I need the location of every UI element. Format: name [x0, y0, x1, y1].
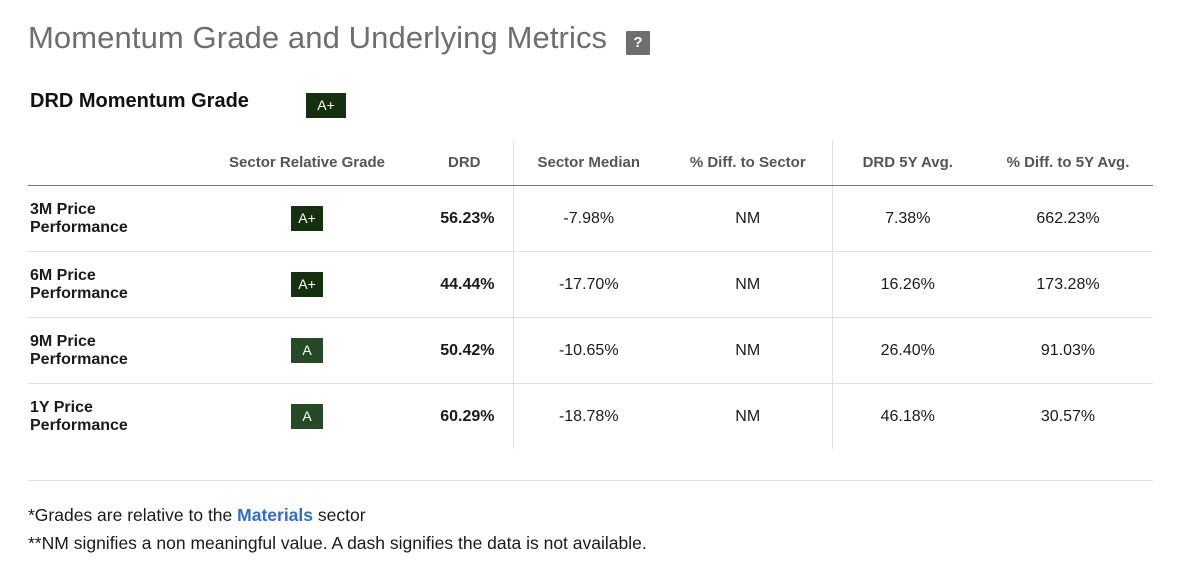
grade-badge: A+	[291, 206, 323, 231]
grade-badge: A	[291, 338, 323, 363]
diff-to-5y-avg-value: 662.23%	[983, 185, 1153, 252]
column-header-sector-median: Sector Median	[512, 140, 664, 186]
drd-5y-avg-value: 16.26%	[831, 251, 983, 318]
table-row: 6M Price Performance A+ 44.44% -17.70% N…	[28, 251, 1153, 318]
table-row: 3M Price Performance A+ 56.23% -7.98% NM…	[28, 185, 1153, 252]
diff-to-5y-avg-value: 173.28%	[983, 251, 1153, 318]
column-header-metric	[28, 140, 198, 186]
row-label-line2: Performance	[30, 416, 128, 434]
metrics-table: Sector Relative Grade DRD Sector Median …	[28, 140, 1153, 449]
diff-to-5y-avg-value: 91.03%	[983, 317, 1153, 384]
footnote-grades-suffix: sector	[313, 505, 366, 525]
materials-sector-link[interactable]: Materials	[237, 505, 314, 525]
row-label-line1: 9M Price	[30, 332, 96, 350]
footer-divider	[28, 480, 1153, 481]
drd-value: 44.44%	[416, 251, 513, 318]
sector-median-value: -7.98%	[512, 185, 664, 252]
sector-median-value: -17.70%	[512, 251, 664, 318]
grade-badge: A+	[291, 272, 323, 297]
drd-value: 56.23%	[416, 185, 513, 252]
diff-to-sector-value: NM	[664, 251, 832, 318]
column-header-drd: DRD	[416, 140, 513, 186]
row-label-line2: Performance	[30, 218, 128, 236]
grade-badge: A	[291, 404, 323, 429]
row-label-line1: 6M Price	[30, 266, 96, 284]
momentum-grade-badge: A+	[306, 93, 346, 118]
drd-5y-avg-value: 7.38%	[831, 185, 983, 252]
sector-relative-grade-cell: A	[198, 317, 416, 384]
row-label: 6M Price Performance	[28, 251, 198, 318]
table-row: 1Y Price Performance A 60.29% -18.78% NM…	[28, 383, 1153, 450]
column-header-diff-to-sector: % Diff. to Sector	[664, 140, 832, 186]
drd-value: 50.42%	[416, 317, 513, 384]
sector-relative-grade-cell: A+	[198, 251, 416, 318]
sector-relative-grade-cell: A+	[198, 185, 416, 252]
column-header-sector-relative-grade: Sector Relative Grade	[198, 140, 416, 186]
sector-relative-grade-cell: A	[198, 384, 416, 450]
diff-to-sector-value: NM	[664, 185, 832, 252]
row-label: 3M Price Performance	[28, 185, 198, 252]
drd-5y-avg-value: 46.18%	[831, 383, 983, 449]
footnote-nm: **NM signifies a non meaningful value. A…	[28, 533, 647, 553]
page-title: Momentum Grade and Underlying Metrics	[28, 20, 608, 55]
diff-to-sector-value: NM	[735, 407, 761, 425]
row-label-line1: 1Y Price	[30, 398, 93, 416]
table-header-row: Sector Relative Grade DRD Sector Median …	[28, 140, 1153, 186]
row-label-line1: 3M Price	[30, 200, 96, 218]
sector-median-value: -10.65%	[512, 317, 664, 384]
row-label: 9M Price Performance	[28, 317, 198, 384]
row-label-line2: Performance	[30, 350, 128, 368]
column-header-diff-to-5y-avg: % Diff. to 5Y Avg.	[983, 140, 1153, 186]
column-header-drd-5y-avg: DRD 5Y Avg.	[831, 140, 983, 186]
row-label-line2: Performance	[30, 284, 128, 302]
diff-to-5y-avg-value: 30.57%	[1040, 407, 1096, 425]
drd-5y-avg-value: 26.40%	[831, 317, 983, 384]
row-label: 1Y Price Performance	[28, 384, 198, 450]
footnote-grades: *Grades are relative to the Materials se…	[28, 505, 366, 526]
help-icon[interactable]: ?	[626, 31, 650, 55]
diff-to-sector-value: NM	[664, 317, 832, 384]
table-row: 9M Price Performance A 50.42% -10.65% NM…	[28, 317, 1153, 384]
footnote-grades-prefix: *Grades are relative to the	[28, 505, 238, 525]
sector-median-value: -18.78%	[512, 383, 664, 449]
drd-value: 60.29%	[440, 407, 495, 425]
momentum-grade-heading: DRD Momentum Grade	[30, 90, 249, 112]
